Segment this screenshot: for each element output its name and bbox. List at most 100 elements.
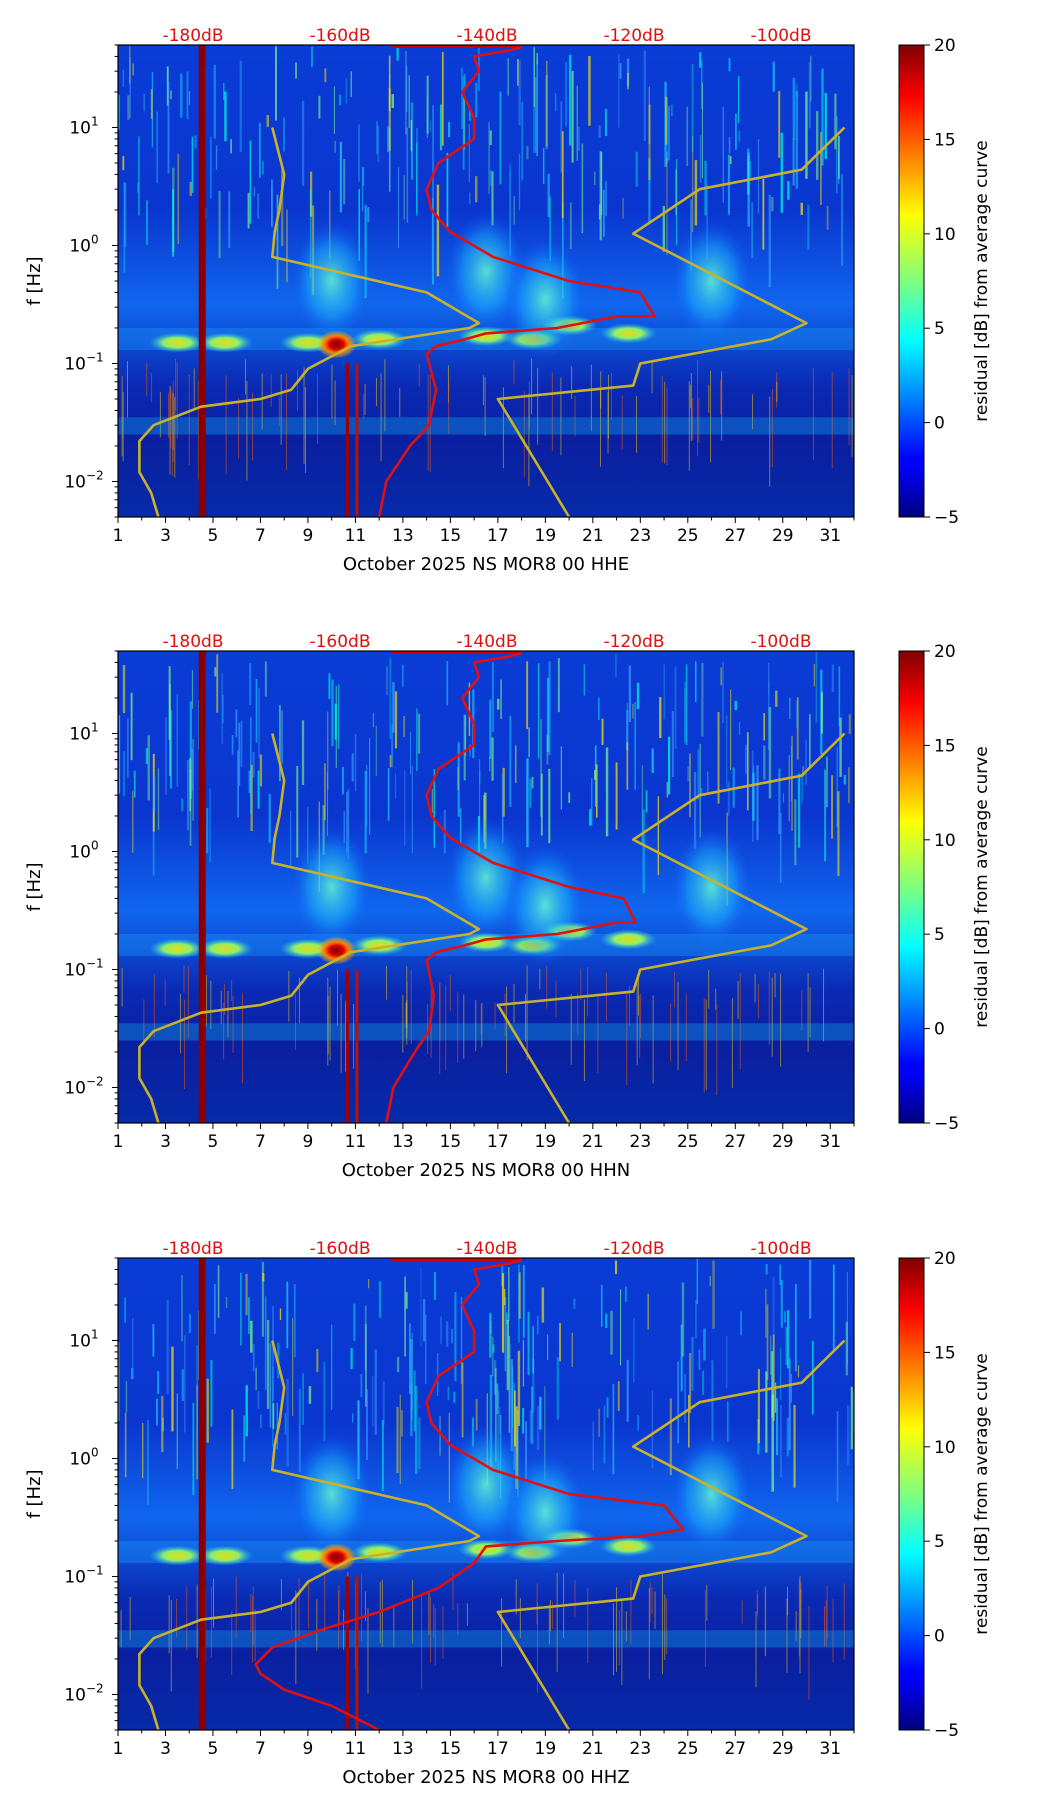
red-curve xyxy=(377,45,656,517)
x-tick-label: 19 xyxy=(535,526,557,546)
gap-bar xyxy=(198,45,206,517)
y-axis-label: f [Hz] xyxy=(24,862,45,911)
colorbar-tick-label: 0 xyxy=(934,1020,945,1040)
x-tick-label: 5 xyxy=(208,1739,219,1759)
energy-blob xyxy=(600,323,657,344)
x-tick-label: 15 xyxy=(440,1132,462,1152)
x-tick-label: 25 xyxy=(677,1132,699,1152)
x-tick-label: 19 xyxy=(535,1739,557,1759)
db-scale-label: -100dB xyxy=(750,632,811,652)
colorbar-tick-label: 15 xyxy=(934,736,956,756)
x-axis-label: October 2025 NS MOR8 00 HHZ xyxy=(342,1767,629,1788)
colorbar-tick-label: 0 xyxy=(934,1627,945,1647)
x-tick-label: 1 xyxy=(113,1739,124,1759)
x-tick-label: 17 xyxy=(487,1739,509,1759)
top-edge-bar xyxy=(391,651,522,654)
x-tick-label: 25 xyxy=(677,1739,699,1759)
y-axis-label: f [Hz] xyxy=(24,256,45,305)
x-tick-label: 9 xyxy=(303,1132,314,1152)
colorbar-tick-label: 20 xyxy=(934,642,956,662)
colorbar-frame xyxy=(898,650,925,1124)
energy-blob xyxy=(196,1545,253,1566)
yellow-curve xyxy=(138,1340,481,1730)
y-axis-label: f [Hz] xyxy=(24,1469,45,1518)
y-tick-label: 101 xyxy=(69,720,98,744)
x-tick-label: 17 xyxy=(487,526,509,546)
low-frequency-band xyxy=(118,1023,854,1041)
db-scale-label: -120dB xyxy=(603,632,664,652)
x-axis-label: October 2025 NS MOR8 00 HHN xyxy=(342,1160,630,1181)
x-tick-label: 25 xyxy=(677,526,699,546)
energy-blob xyxy=(196,332,253,353)
colorbar-tick-label: −5 xyxy=(934,1114,959,1134)
x-tick-label: 7 xyxy=(255,1739,266,1759)
x-tick-label: 5 xyxy=(208,526,219,546)
db-scale-label: -180dB xyxy=(162,632,223,652)
x-axis-label: October 2025 NS MOR8 00 HHE xyxy=(343,554,629,575)
colorbar xyxy=(899,45,924,517)
db-scale-label: -120dB xyxy=(603,1239,664,1259)
colorbar xyxy=(899,1258,924,1730)
colorbar-tick-label: 5 xyxy=(934,1532,945,1552)
hotspot xyxy=(316,1543,357,1572)
x-tick-label: 31 xyxy=(819,526,841,546)
energy-blob xyxy=(149,938,206,959)
colorbar-label: residual [dB] from average curve xyxy=(972,1353,992,1634)
db-scale-label: -120dB xyxy=(603,26,664,46)
x-tick-label: 15 xyxy=(440,526,462,546)
energy-blob xyxy=(149,332,206,353)
y-tick-label: 100 xyxy=(69,232,98,256)
colorbar-frame xyxy=(898,1257,925,1731)
x-tick-label: 29 xyxy=(772,1739,794,1759)
x-tick-label: 5 xyxy=(208,1132,219,1152)
x-tick-label: 1 xyxy=(113,526,124,546)
x-tick-label: 15 xyxy=(440,1739,462,1759)
hotspot xyxy=(316,936,357,965)
top-edge-bar xyxy=(391,1258,522,1261)
colorbar xyxy=(899,651,924,1123)
red-curve xyxy=(385,651,637,1123)
x-tick-label: 27 xyxy=(724,526,746,546)
y-tick-label: 101 xyxy=(69,114,98,138)
energy-blob xyxy=(600,929,657,950)
colorbar-tick-label: 10 xyxy=(934,1438,956,1458)
energy-cloud xyxy=(291,827,372,947)
colorbar-label: residual [dB] from average curve xyxy=(972,140,992,421)
x-tick-label: 27 xyxy=(724,1739,746,1759)
db-scale-label: -180dB xyxy=(162,26,223,46)
x-tick-label: 21 xyxy=(582,1132,604,1152)
gap-bar xyxy=(345,969,349,1123)
energy-cloud xyxy=(505,1452,586,1573)
x-tick-label: 3 xyxy=(160,1132,171,1152)
x-tick-label: 31 xyxy=(819,1132,841,1152)
energy-blob xyxy=(600,1536,657,1557)
y-tick-label: 10−1 xyxy=(64,1563,103,1587)
gap-bar xyxy=(345,1576,349,1730)
red-curve xyxy=(254,1258,685,1730)
x-tick-label: 13 xyxy=(392,1132,414,1152)
colorbar-label: residual [dB] from average curve xyxy=(972,746,992,1027)
x-tick-label: 9 xyxy=(303,1739,314,1759)
plot-area xyxy=(118,651,854,1123)
y-tick-label: 100 xyxy=(69,838,98,862)
gap-bar xyxy=(355,363,359,517)
x-tick-label: 21 xyxy=(582,526,604,546)
x-tick-label: 17 xyxy=(487,1132,509,1152)
db-scale-label: -100dB xyxy=(750,1239,811,1259)
x-tick-label: 9 xyxy=(303,526,314,546)
yellow-curve xyxy=(138,127,481,517)
y-tick-label: 10−2 xyxy=(64,1074,103,1098)
x-tick-label: 13 xyxy=(392,1739,414,1759)
yellow-curve xyxy=(496,732,846,1123)
colorbar-tick-label: 10 xyxy=(934,831,956,851)
colorbar-tick-label: 20 xyxy=(934,36,956,56)
x-tick-label: 7 xyxy=(255,1132,266,1152)
y-tick-label: 10−1 xyxy=(64,956,103,980)
y-tick-label: 10−1 xyxy=(64,350,103,374)
y-tick-label: 10−2 xyxy=(64,468,103,492)
energy-cloud xyxy=(505,239,586,360)
colorbar-tick-label: 10 xyxy=(934,225,956,245)
colorbar-tick-label: 0 xyxy=(934,414,945,434)
